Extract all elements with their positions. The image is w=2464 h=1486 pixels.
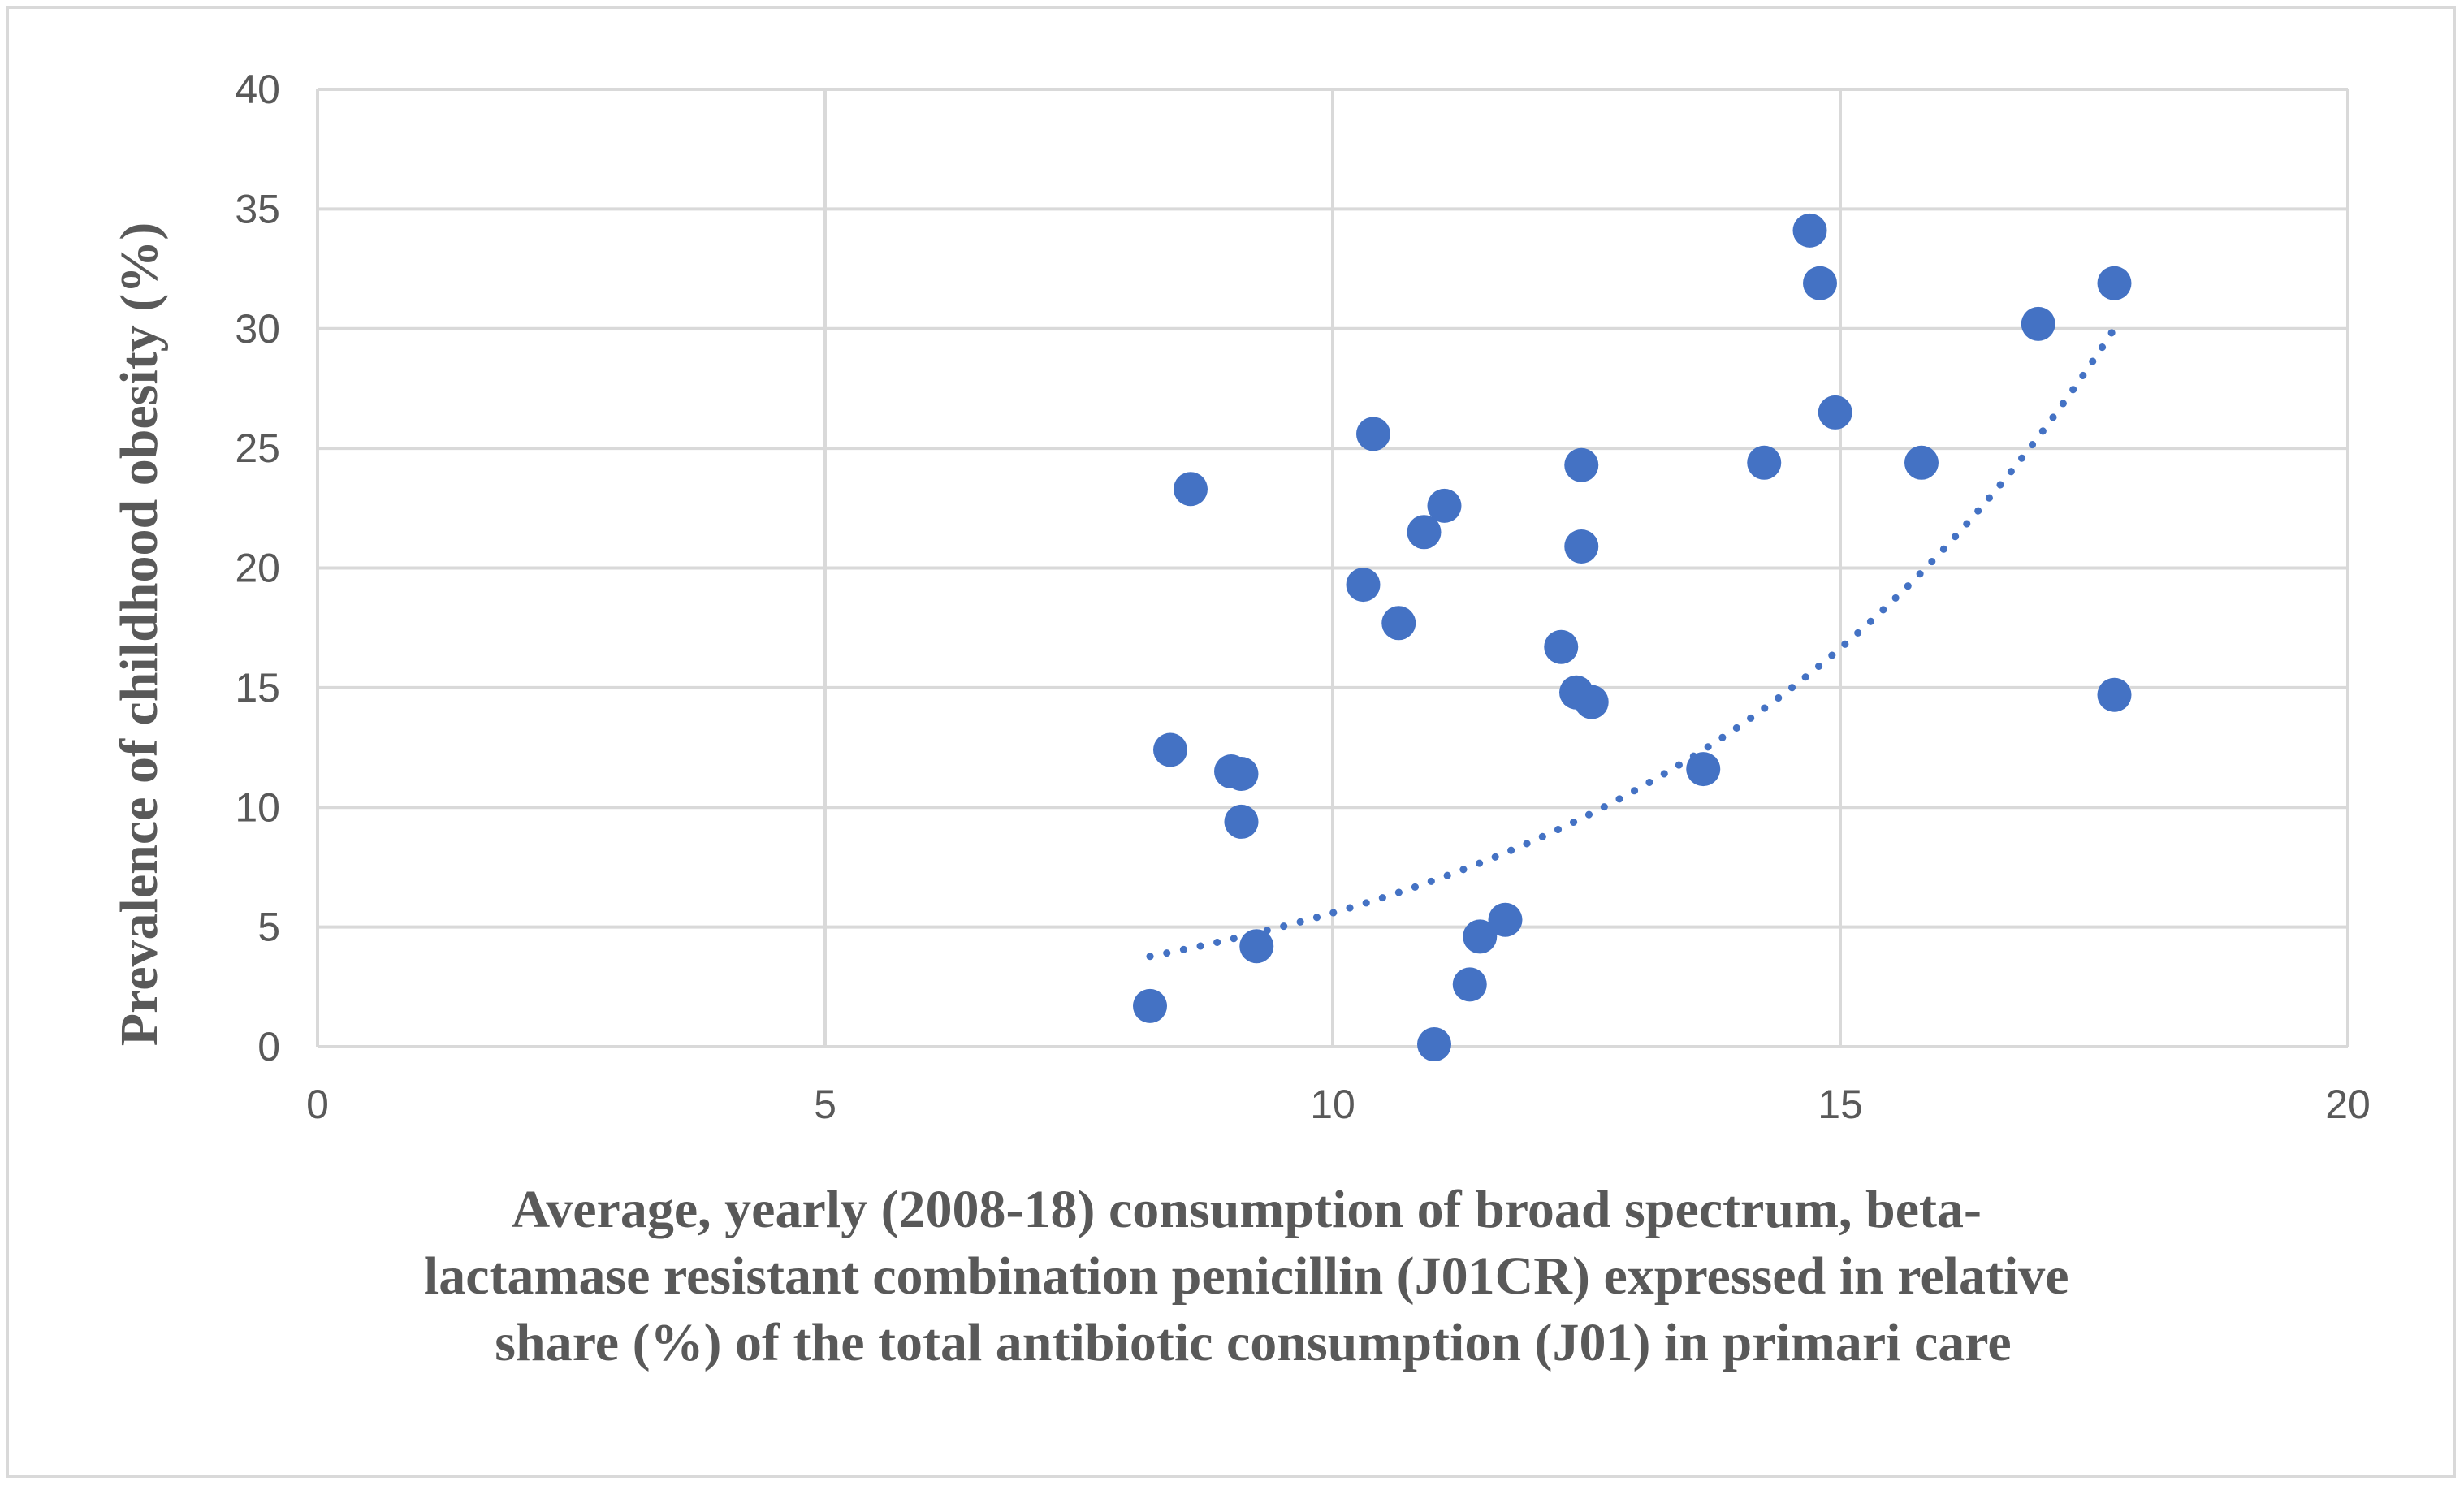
data-point bbox=[1686, 752, 1721, 787]
data-point bbox=[1224, 756, 1259, 791]
data-point bbox=[1153, 732, 1187, 767]
data-point bbox=[2021, 306, 2055, 341]
y-axis-title: Prevalence of childhood obesity (%) bbox=[110, 222, 169, 1046]
data-point bbox=[1417, 1027, 1451, 1062]
x-tick-label: 5 bbox=[814, 1082, 836, 1127]
data-point bbox=[1544, 629, 1579, 664]
data-point bbox=[1574, 685, 1609, 719]
x-axis-title-line-2: lactamase resistant combination penicill… bbox=[424, 1246, 2069, 1306]
x-axis-title-line-3: share (%) of the total antibiotic consum… bbox=[495, 1313, 2011, 1372]
data-point bbox=[1407, 515, 1442, 550]
trendline-layer bbox=[1146, 325, 2118, 961]
data-point bbox=[1452, 967, 1487, 1002]
data-point bbox=[2097, 677, 2132, 712]
x-tick-label: 15 bbox=[1818, 1082, 1863, 1127]
data-point bbox=[1747, 445, 1782, 480]
x-tick-label: 0 bbox=[306, 1082, 329, 1127]
y-tick-label: 10 bbox=[235, 784, 280, 830]
data-points bbox=[1133, 213, 2132, 1062]
data-point bbox=[1564, 529, 1599, 564]
data-point bbox=[1174, 472, 1208, 507]
trendline bbox=[1146, 325, 2118, 961]
y-tick-label: 40 bbox=[235, 67, 280, 112]
data-point bbox=[1792, 213, 1827, 248]
scatter-chart: 0 5 10 15 20 25 30 35 40 0 5 10 15 20 Prevalence of c… bbox=[110, 67, 2371, 1372]
y-tick-label: 5 bbox=[257, 905, 280, 950]
y-tick-label: 15 bbox=[235, 665, 280, 711]
data-point bbox=[2097, 266, 2132, 300]
data-point bbox=[1346, 568, 1381, 603]
tick-labels: 0 5 10 15 20 25 30 35 40 0 5 10 15 20 bbox=[235, 67, 2370, 1127]
data-point bbox=[1356, 417, 1390, 451]
data-point bbox=[1488, 902, 1523, 937]
chart-frame: 0 5 10 15 20 25 30 35 40 0 5 10 15 20 Prevalence of c… bbox=[6, 6, 2456, 1478]
gridlines bbox=[316, 88, 2349, 1048]
y-tick-label: 0 bbox=[257, 1024, 280, 1069]
x-axis-title: Average, yearly (2008-18) consumption of… bbox=[424, 1180, 2082, 1372]
data-point bbox=[1463, 919, 1498, 954]
y-tick-label: 35 bbox=[235, 186, 280, 231]
data-point bbox=[1904, 445, 1939, 480]
data-point bbox=[1427, 488, 1462, 523]
data-point bbox=[1239, 929, 1274, 964]
x-tick-label: 10 bbox=[1310, 1082, 1355, 1127]
y-tick-label: 20 bbox=[235, 546, 280, 591]
data-point bbox=[1133, 988, 1167, 1023]
y-tick-label: 25 bbox=[235, 425, 280, 471]
data-point bbox=[1818, 395, 1852, 430]
data-point bbox=[1224, 804, 1259, 839]
x-tick-label: 20 bbox=[2325, 1082, 2371, 1127]
y-tick-label: 30 bbox=[235, 306, 280, 352]
data-point bbox=[1381, 606, 1416, 641]
x-axis-title-line-1: Average, yearly (2008-18) consumption of… bbox=[512, 1180, 1982, 1239]
data-point bbox=[1803, 266, 1837, 300]
data-point bbox=[1564, 447, 1599, 482]
